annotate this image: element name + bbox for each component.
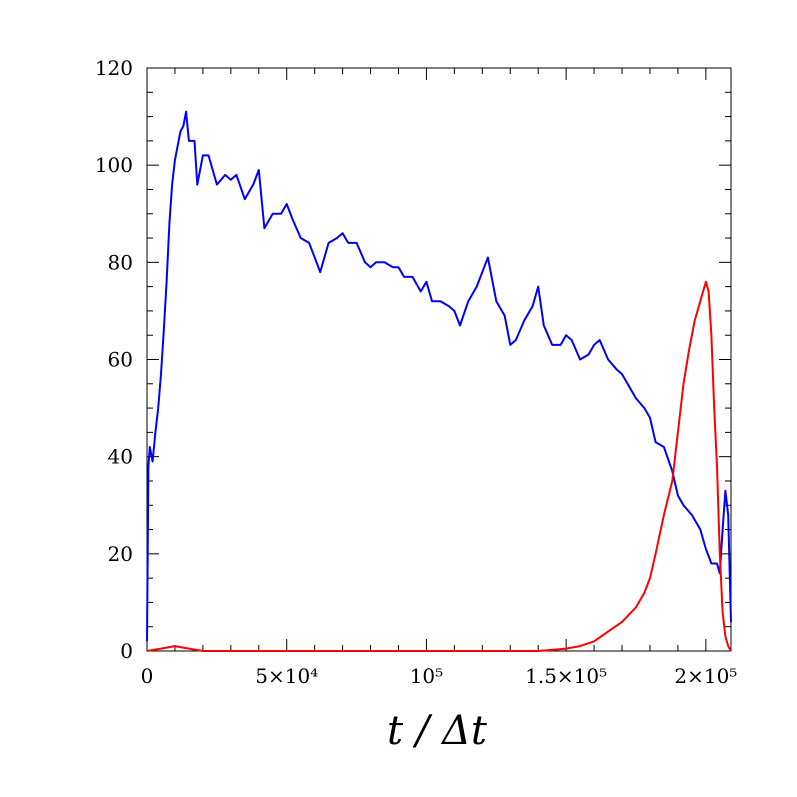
x-tick-label: 10⁵: [410, 664, 443, 688]
series-line-2: [146, 280, 732, 652]
x-tick-label: 2×10⁵: [674, 664, 737, 688]
y-tick-label: 40: [108, 445, 133, 469]
y-tick-label: 120: [95, 56, 133, 80]
y-tick-label: 100: [95, 153, 133, 177]
series-line-1: [146, 110, 732, 642]
plot-frame: [146, 67, 732, 652]
axis-tick-labels: 0 20 40 60 80 100 120 0 5×10⁴ 10⁵ 1.5×10⁵ 2×10⁵: [95, 56, 738, 688]
y-tick-label: 20: [108, 542, 133, 566]
x-tick-label: 1.5×10⁵: [525, 664, 607, 688]
x-tick-label: 0: [141, 664, 154, 688]
axis-ticks: [146, 67, 731, 652]
y-tick-label: 0: [120, 639, 133, 663]
y-tick-label: 80: [108, 250, 133, 274]
y-tick-label: 60: [108, 348, 133, 372]
x-axis-title: t / Δt: [387, 708, 488, 754]
series-layer: [146, 110, 732, 652]
x-tick-label: 5×10⁴: [255, 664, 318, 688]
